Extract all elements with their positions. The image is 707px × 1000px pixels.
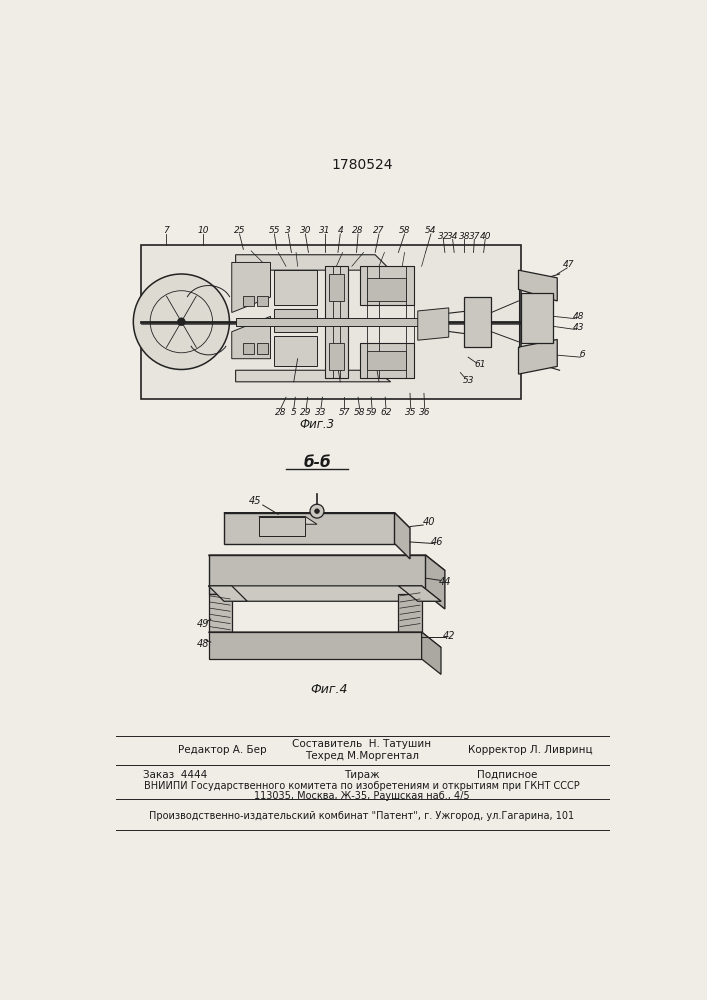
- Circle shape: [134, 274, 230, 369]
- Polygon shape: [209, 632, 441, 647]
- Polygon shape: [209, 586, 441, 601]
- Text: 30: 30: [300, 226, 311, 235]
- Text: 28: 28: [352, 226, 364, 235]
- Polygon shape: [232, 316, 271, 359]
- Bar: [235, 318, 429, 326]
- Polygon shape: [209, 555, 445, 570]
- Text: 36: 36: [419, 408, 431, 417]
- Bar: [464, 297, 491, 347]
- Polygon shape: [209, 632, 421, 659]
- Polygon shape: [518, 270, 557, 301]
- Circle shape: [310, 504, 324, 518]
- Text: 46: 46: [431, 537, 443, 547]
- Text: 113035, Москва, Ж-35, Раушская наб., 4/5: 113035, Москва, Ж-35, Раушская наб., 4/5: [254, 791, 469, 801]
- Text: 7: 7: [163, 226, 169, 235]
- Text: 55: 55: [269, 226, 280, 235]
- Text: Подписное: Подписное: [477, 770, 537, 780]
- Circle shape: [315, 509, 320, 513]
- Text: 28: 28: [275, 408, 286, 417]
- Bar: [243, 296, 255, 306]
- Text: 42: 42: [443, 631, 455, 641]
- Polygon shape: [518, 339, 557, 374]
- Text: 45: 45: [249, 496, 262, 506]
- Text: 10: 10: [197, 226, 209, 235]
- Polygon shape: [224, 513, 395, 544]
- Bar: [325, 266, 348, 378]
- Polygon shape: [232, 262, 271, 312]
- Polygon shape: [259, 517, 317, 524]
- Text: 44: 44: [438, 577, 451, 587]
- Text: 61: 61: [474, 360, 486, 369]
- Text: 35: 35: [405, 408, 416, 417]
- Text: Техред М.Моргентал: Техред М.Моргентал: [305, 751, 419, 761]
- Polygon shape: [398, 586, 441, 601]
- Polygon shape: [418, 308, 449, 340]
- Text: Заказ  4444: Заказ 4444: [143, 770, 207, 780]
- Circle shape: [177, 318, 185, 326]
- Text: 58: 58: [399, 226, 410, 235]
- Text: ВНИИПИ Государственногo комитета по изобретениям и открытиям при ГКНТ СССР: ВНИИПИ Государственногo комитета по изоб…: [144, 781, 580, 791]
- Bar: [274, 270, 317, 305]
- Bar: [368, 351, 406, 370]
- Text: Производственно-издательский комбинат "Патент", г. Ужгород, ул.Гагарина, 101: Производственно-издательский комбинат "П…: [149, 811, 575, 821]
- Polygon shape: [209, 586, 247, 601]
- Text: 54: 54: [425, 226, 437, 235]
- Text: 33: 33: [315, 408, 327, 417]
- Text: 37: 37: [469, 232, 480, 241]
- Polygon shape: [209, 555, 426, 594]
- Polygon shape: [235, 370, 391, 382]
- Bar: [329, 343, 344, 370]
- Text: 62: 62: [380, 408, 392, 417]
- Bar: [243, 343, 255, 354]
- Text: 48: 48: [197, 639, 209, 649]
- Polygon shape: [398, 594, 421, 632]
- Text: Корректор Л. Ливринц: Корректор Л. Ливринц: [468, 745, 592, 755]
- Bar: [274, 336, 317, 366]
- Text: Фиг.4: Фиг.4: [310, 683, 347, 696]
- Polygon shape: [209, 594, 232, 632]
- Text: 58: 58: [354, 408, 366, 417]
- Text: 57: 57: [339, 408, 350, 417]
- Text: Фиг.3: Фиг.3: [300, 418, 334, 431]
- Bar: [360, 343, 414, 378]
- Polygon shape: [395, 513, 410, 559]
- Text: 32: 32: [438, 232, 449, 241]
- Text: 34: 34: [447, 232, 458, 241]
- Text: Редактор А. Бер: Редактор А. Бер: [177, 745, 266, 755]
- Bar: [141, 245, 521, 399]
- Bar: [368, 278, 406, 301]
- Text: 5: 5: [291, 408, 297, 417]
- Text: 40: 40: [423, 517, 436, 527]
- Text: Составитель  Н. Татушин: Составитель Н. Татушин: [293, 739, 431, 749]
- Text: 27: 27: [373, 226, 385, 235]
- Text: 29: 29: [300, 408, 312, 417]
- Polygon shape: [259, 517, 305, 536]
- Text: 43: 43: [573, 323, 584, 332]
- Bar: [257, 343, 268, 354]
- Text: б-б: б-б: [303, 455, 331, 470]
- Polygon shape: [235, 255, 391, 270]
- Text: 59: 59: [366, 408, 378, 417]
- Text: 1780524: 1780524: [331, 158, 392, 172]
- Polygon shape: [426, 555, 445, 609]
- Bar: [274, 309, 317, 332]
- Text: 3: 3: [286, 226, 291, 235]
- Text: 49: 49: [197, 619, 209, 629]
- Text: 4: 4: [337, 226, 343, 235]
- Bar: [329, 274, 344, 301]
- Text: 48: 48: [573, 312, 584, 321]
- Polygon shape: [224, 513, 410, 528]
- Text: 31: 31: [319, 226, 330, 235]
- Text: 40: 40: [479, 232, 491, 241]
- Bar: [521, 293, 554, 343]
- Bar: [257, 296, 268, 306]
- Text: Тираж: Тираж: [344, 770, 380, 780]
- Polygon shape: [421, 632, 441, 674]
- Text: 38: 38: [459, 232, 470, 241]
- Text: б: б: [580, 350, 585, 359]
- Text: 53: 53: [462, 376, 474, 385]
- Bar: [360, 266, 414, 305]
- Text: 25: 25: [234, 226, 245, 235]
- Text: 47: 47: [563, 260, 575, 269]
